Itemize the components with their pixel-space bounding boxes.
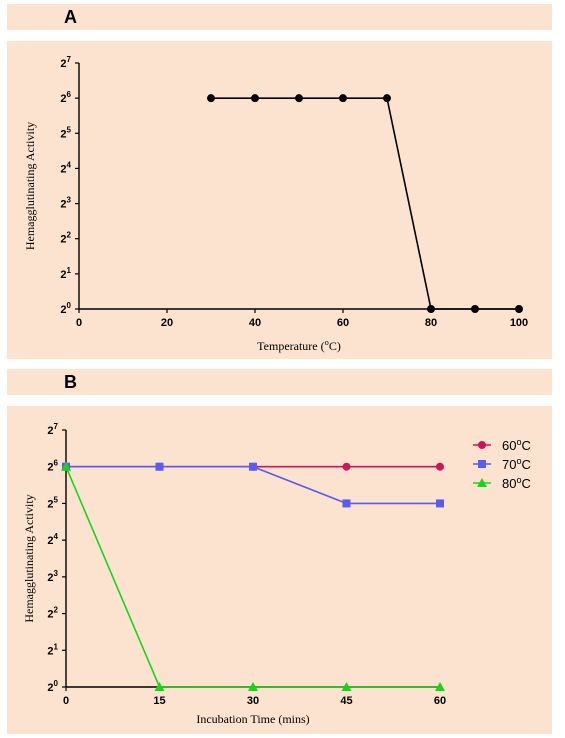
y-tick-label: 27 bbox=[47, 422, 58, 437]
series-line-0 bbox=[211, 97, 519, 310]
x-tick-label: 0 bbox=[63, 695, 69, 707]
y-tick-label: 23 bbox=[47, 569, 58, 584]
data-point bbox=[436, 462, 444, 471]
data-point bbox=[427, 305, 435, 313]
data-point bbox=[155, 462, 164, 471]
legend-marker bbox=[478, 460, 486, 468]
y-tick-label: 25 bbox=[47, 495, 58, 510]
y-tick-label: 20 bbox=[47, 679, 58, 694]
y-tick-label: 27 bbox=[60, 55, 71, 70]
data-point bbox=[342, 462, 351, 471]
y-tick-label: 24 bbox=[47, 532, 58, 547]
x-tick-label: 60 bbox=[434, 695, 446, 707]
y-tick-label: 25 bbox=[60, 125, 71, 140]
data-point bbox=[436, 499, 444, 508]
data-point bbox=[342, 499, 351, 508]
panel-a-plot-area bbox=[7, 41, 552, 359]
x-axis-label: Incubation Time (mins) bbox=[196, 712, 309, 726]
legend-marker bbox=[478, 441, 486, 449]
chart-panel-1: 20 21 22 23 24 25 26 27 0 15 30 45 60 bbox=[47, 422, 491, 707]
y-tick-label: 26 bbox=[60, 90, 71, 105]
x-tick-label: 45 bbox=[340, 695, 352, 707]
y-tick-label: 24 bbox=[60, 160, 71, 175]
data-point bbox=[341, 682, 352, 691]
data-point bbox=[515, 305, 523, 313]
data-point bbox=[207, 94, 215, 103]
data-point bbox=[295, 94, 303, 103]
data-point bbox=[471, 305, 479, 313]
legend-label: 80oC bbox=[502, 475, 531, 491]
data-point bbox=[154, 682, 165, 691]
panel-a-label-strip bbox=[7, 4, 552, 30]
y-tick-label: 21 bbox=[60, 266, 71, 281]
x-axis-label: Temperature (oC) bbox=[257, 338, 341, 353]
data-point bbox=[435, 682, 445, 691]
x-tick-label: 0 bbox=[76, 317, 82, 329]
y-tick-label: 20 bbox=[60, 301, 71, 316]
data-point bbox=[248, 682, 258, 691]
x-tick-label: 100 bbox=[510, 317, 528, 329]
panel-b-letter: B bbox=[64, 372, 77, 392]
x-tick-label: 80 bbox=[425, 317, 437, 329]
panel-b-label-strip bbox=[7, 369, 552, 395]
panel-a-letter: A bbox=[64, 7, 77, 27]
series-line-2 bbox=[65, 466, 440, 688]
y-tick-label: 22 bbox=[47, 606, 58, 621]
data-point bbox=[249, 462, 257, 471]
data-point bbox=[383, 94, 391, 103]
series-line-1 bbox=[66, 465, 440, 505]
y-axis-label: Hemagglutinating Activity bbox=[22, 494, 36, 622]
x-tick-label: 30 bbox=[247, 695, 259, 707]
y-axis-label: Hemagglutinating Activity bbox=[23, 122, 37, 250]
data-point bbox=[339, 94, 347, 103]
y-tick-label: 23 bbox=[60, 196, 71, 211]
x-tick-label: 40 bbox=[249, 317, 261, 329]
x-tick-label: 20 bbox=[161, 317, 173, 329]
y-tick-label: 26 bbox=[47, 459, 58, 474]
data-point bbox=[251, 94, 259, 103]
data-point bbox=[61, 461, 71, 471]
x-tick-label: 60 bbox=[337, 317, 349, 329]
legend-marker bbox=[477, 478, 487, 487]
y-tick-label: 21 bbox=[47, 642, 58, 657]
legend-label: 70oC bbox=[502, 456, 531, 472]
x-tick-label: 15 bbox=[153, 695, 165, 707]
y-tick-label: 22 bbox=[60, 231, 71, 246]
chart-panel-0: 20 21 22 23 24 25 26 27 0 20 40 60 80 100 bbox=[60, 55, 528, 329]
legend-label: 60oC bbox=[502, 437, 531, 453]
panel-b-plot-area bbox=[7, 406, 552, 734]
